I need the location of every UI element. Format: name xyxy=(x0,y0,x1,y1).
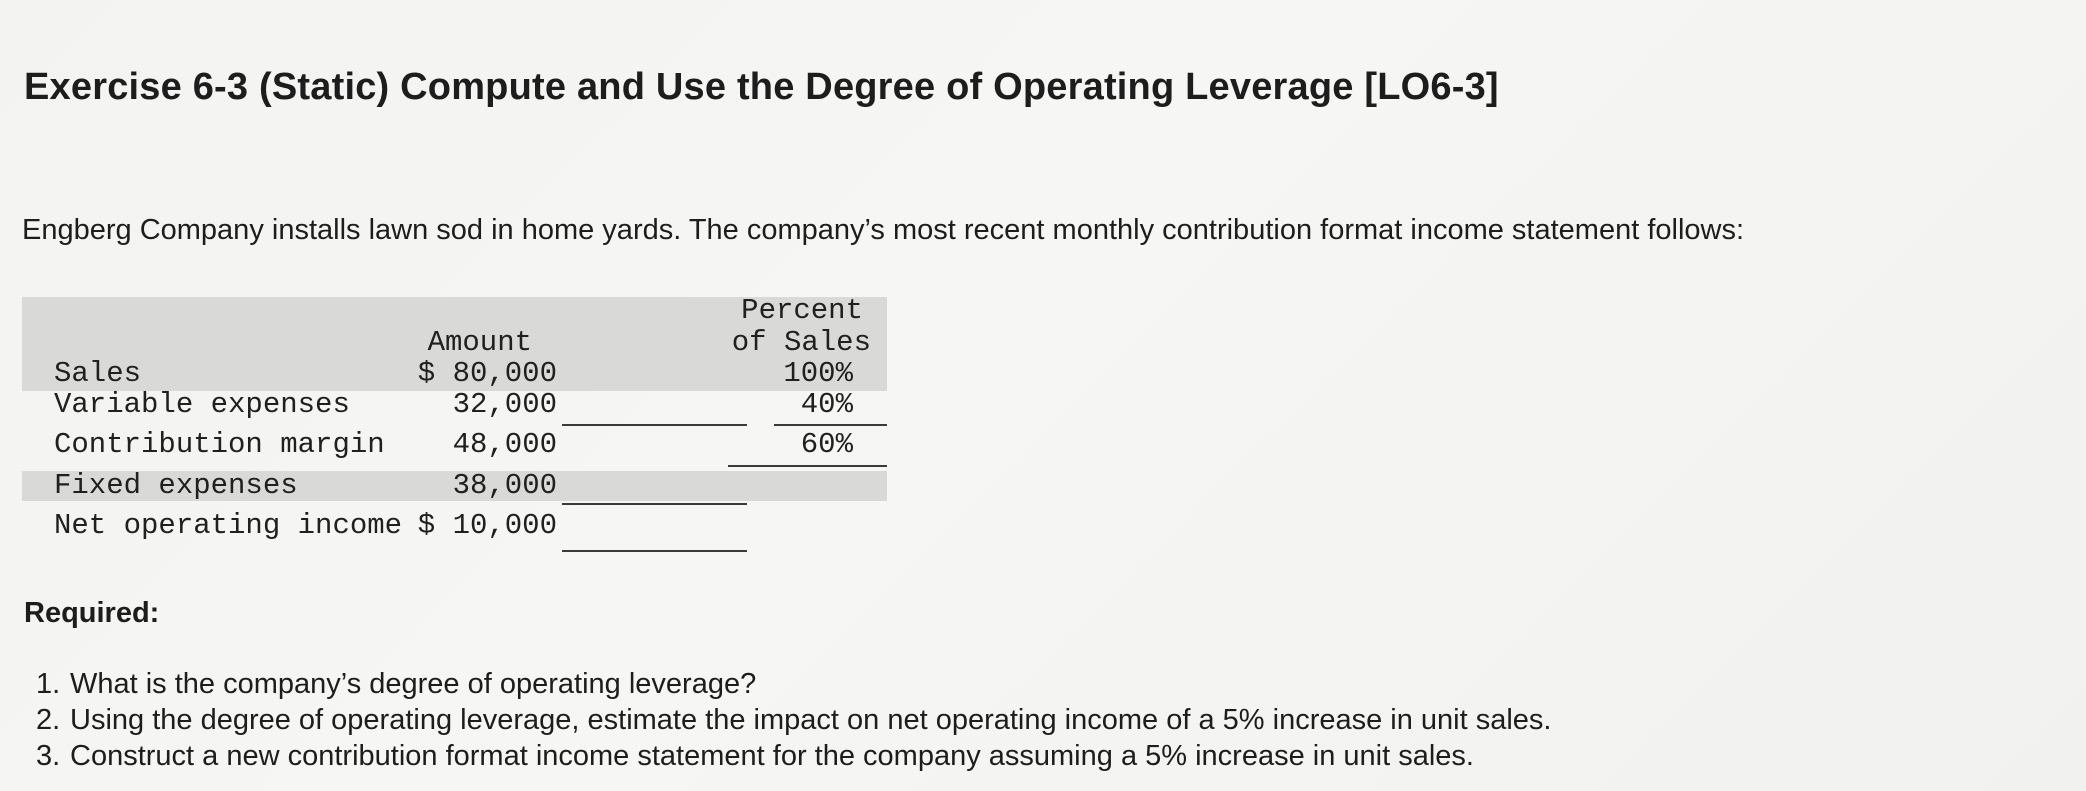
row-amount-variable-expenses: 32,000 xyxy=(452,388,557,421)
underline-amount-variable xyxy=(562,424,747,426)
header-amount: Amount xyxy=(427,326,532,359)
underline-percent-variable xyxy=(774,424,887,426)
required-heading: Required: xyxy=(24,597,160,629)
question-text: Using the degree of operating leverage, … xyxy=(70,704,1552,736)
double-underline-percent-cm xyxy=(728,465,887,467)
header-band xyxy=(22,297,887,359)
question-item: 1. What is the company’s degree of operat… xyxy=(36,666,1552,702)
row-percent-sales: 100% xyxy=(783,357,853,390)
row-label-variable-expenses: Variable expenses xyxy=(54,388,350,421)
row-label-net-operating-income: Net operating income xyxy=(54,509,403,542)
header-percent-line1: Percent xyxy=(741,294,863,327)
row-band-sales xyxy=(22,359,887,391)
underline-amount-fixed xyxy=(562,503,747,505)
problem-intro: Engberg Company installs lawn sod in hom… xyxy=(22,214,1745,246)
question-number: 1. xyxy=(36,668,61,700)
row-amount-contribution-margin: 48,000 xyxy=(452,428,557,461)
double-underline-amount-noi xyxy=(562,550,747,552)
row-label-sales: Sales xyxy=(54,357,142,390)
income-statement: Amount Percent of Sales Sales $ 80,000 1… xyxy=(22,294,887,567)
question-number: 2. xyxy=(36,704,61,736)
row-percent-contribution-margin: 60% xyxy=(800,428,853,461)
row-label-fixed-expenses: Fixed expenses xyxy=(54,469,298,502)
question-text: What is the company’s degree of operatin… xyxy=(70,668,757,700)
question-number: 3. xyxy=(36,740,61,772)
question-item: 3. Construct a new contribution format in… xyxy=(36,738,1552,774)
row-band-fixed xyxy=(22,471,887,501)
row-label-contribution-margin: Contribution margin xyxy=(54,428,385,461)
exercise-title: Exercise 6-3 (Static) Compute and Use th… xyxy=(24,66,1499,108)
row-percent-variable-expenses: 40% xyxy=(800,388,853,421)
question-item: 2. Using the degree of operating leverage… xyxy=(36,702,1552,738)
header-percent-line2: of Sales xyxy=(731,326,871,359)
question-list: 1. What is the company’s degree of operat… xyxy=(36,666,1552,774)
row-amount-fixed-expenses: 38,000 xyxy=(452,469,557,502)
question-text: Construct a new contribution format inco… xyxy=(70,740,1474,772)
row-amount-net-operating-income: $ 10,000 xyxy=(417,509,557,542)
row-amount-sales: $ 80,000 xyxy=(417,357,557,390)
